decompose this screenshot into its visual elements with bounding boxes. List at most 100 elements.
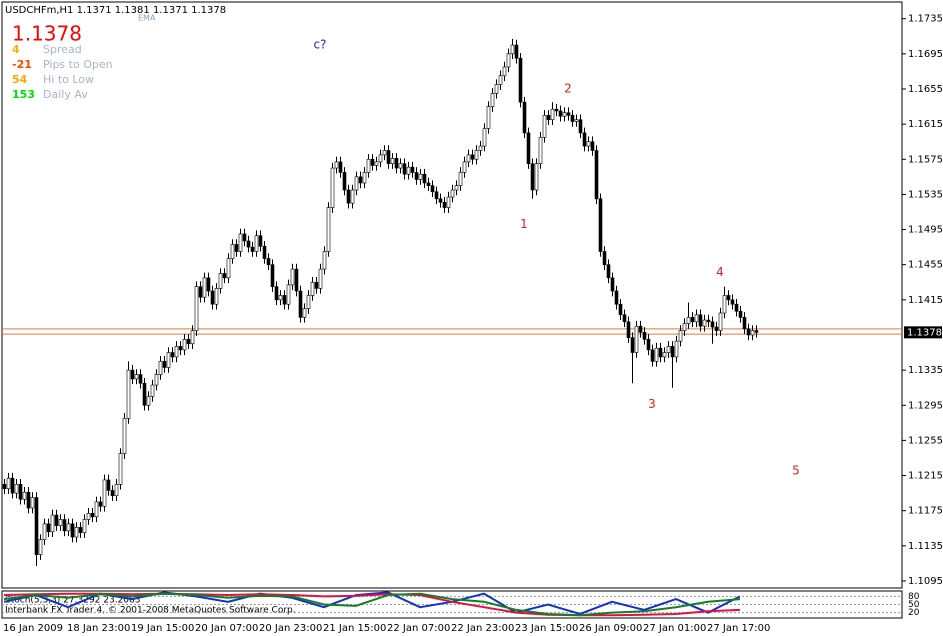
candle-body — [18, 484, 23, 500]
candle-body — [638, 325, 643, 333]
candle-body — [74, 527, 79, 538]
candle-body — [230, 244, 235, 259]
candle-body — [338, 161, 343, 173]
candle-body — [54, 514, 59, 526]
candle-body — [618, 303, 623, 316]
candle-body — [382, 150, 387, 156]
candle-body — [550, 108, 555, 121]
candle-body — [706, 319, 711, 323]
y-tick-label: 1.1655 — [908, 84, 943, 95]
candle-body — [682, 323, 687, 331]
candle-body — [178, 346, 183, 351]
indicator-title: Stoch(5,3,3) 27.3292 23.2063 — [5, 596, 140, 606]
info-value: -21 — [12, 58, 32, 71]
candle-body — [430, 185, 435, 193]
candle-body — [602, 251, 607, 265]
candle-body — [330, 167, 335, 208]
candle-body — [714, 326, 719, 331]
candle-body — [538, 136, 543, 164]
candle-body — [38, 539, 43, 555]
candle-body — [118, 453, 123, 485]
candle-body — [226, 258, 231, 279]
candle-body — [642, 332, 647, 340]
candle-body — [6, 477, 11, 490]
candle-body — [710, 321, 715, 328]
candle-body — [182, 339, 187, 351]
candle-body — [214, 288, 219, 305]
x-tick-label: 27 Jan 01:00 — [643, 623, 706, 634]
info-label: Daily Av — [43, 88, 88, 101]
candle-body — [14, 484, 19, 494]
candle-body — [30, 497, 35, 509]
candle-body — [662, 352, 667, 358]
candle-body — [398, 163, 403, 169]
candle-body — [110, 490, 115, 497]
candle-body — [654, 347, 659, 362]
candle-body — [270, 264, 275, 287]
candle-body — [738, 310, 743, 318]
candle-body — [442, 202, 447, 208]
candle-body — [498, 75, 503, 85]
x-tick-label: 20 Jan 07:00 — [195, 623, 258, 634]
candle-body — [154, 374, 159, 386]
candle-body — [542, 115, 547, 138]
candle-body — [310, 281, 315, 296]
price-marker-label: 1.1378 — [907, 327, 942, 338]
candle-body — [482, 128, 487, 147]
candle-body — [198, 286, 203, 298]
candle-body — [386, 150, 391, 164]
candle-body — [150, 384, 155, 397]
candle-body — [526, 132, 531, 164]
x-tick-label: 22 Jan 07:00 — [387, 623, 450, 634]
x-tick-label: 27 Jan 17:00 — [707, 623, 770, 634]
candle-body — [50, 514, 55, 533]
candle-body — [318, 268, 323, 289]
candle-body — [518, 57, 523, 103]
y-tick-label: 1.1615 — [908, 119, 943, 130]
candle-body — [502, 66, 507, 77]
y-tick-label: 1.1175 — [908, 506, 943, 517]
candle-body — [422, 173, 427, 184]
candle-body — [678, 330, 683, 342]
candle-body — [78, 527, 83, 533]
candle-body — [754, 330, 759, 333]
candle-body — [126, 369, 131, 419]
candle-body — [46, 523, 51, 533]
candle-body — [590, 141, 595, 151]
x-tick-label: 16 Jan 2009 — [3, 623, 63, 634]
y-tick-label: 1.1575 — [908, 154, 943, 165]
candle-body — [406, 166, 411, 175]
y-tick-label: 1.1455 — [908, 260, 943, 271]
candle-body — [202, 277, 207, 298]
candle-body — [342, 172, 347, 191]
candle-body — [10, 477, 15, 494]
x-tick-label: 18 Jan 23:00 — [67, 623, 130, 634]
candle-body — [378, 154, 383, 163]
candle-body — [598, 198, 603, 252]
symbol-line: USDCHFm,H1 1.1371 1.1381 1.1371 1.1378 — [5, 5, 226, 16]
candle-body — [614, 290, 619, 305]
candle-body — [186, 339, 191, 345]
candle-body — [350, 189, 355, 204]
price-pane — [1, 1, 903, 589]
candle-body — [478, 145, 483, 151]
candle-body — [262, 245, 267, 259]
candle-body — [370, 158, 375, 166]
candle-body — [514, 44, 519, 59]
copyright: Interbank FX Trader 4, © 2001-2008 MetaQ… — [5, 606, 296, 616]
wave-annotation: c? — [314, 38, 327, 52]
candle-body — [290, 268, 295, 286]
indicator-line — [3, 591, 741, 616]
x-tick-label: 20 Jan 23:00 — [259, 623, 322, 634]
candle-body — [434, 191, 439, 200]
candle-body — [374, 161, 379, 166]
candle-body — [162, 361, 167, 368]
candle-body — [582, 132, 587, 147]
candle-body — [86, 513, 91, 520]
candle-body — [606, 264, 611, 279]
candle-body — [358, 176, 363, 184]
candle-body — [282, 295, 287, 305]
x-tick-label: 22 Jan 23:00 — [451, 623, 514, 634]
candle-body — [2, 484, 7, 490]
candle-body — [322, 251, 327, 270]
